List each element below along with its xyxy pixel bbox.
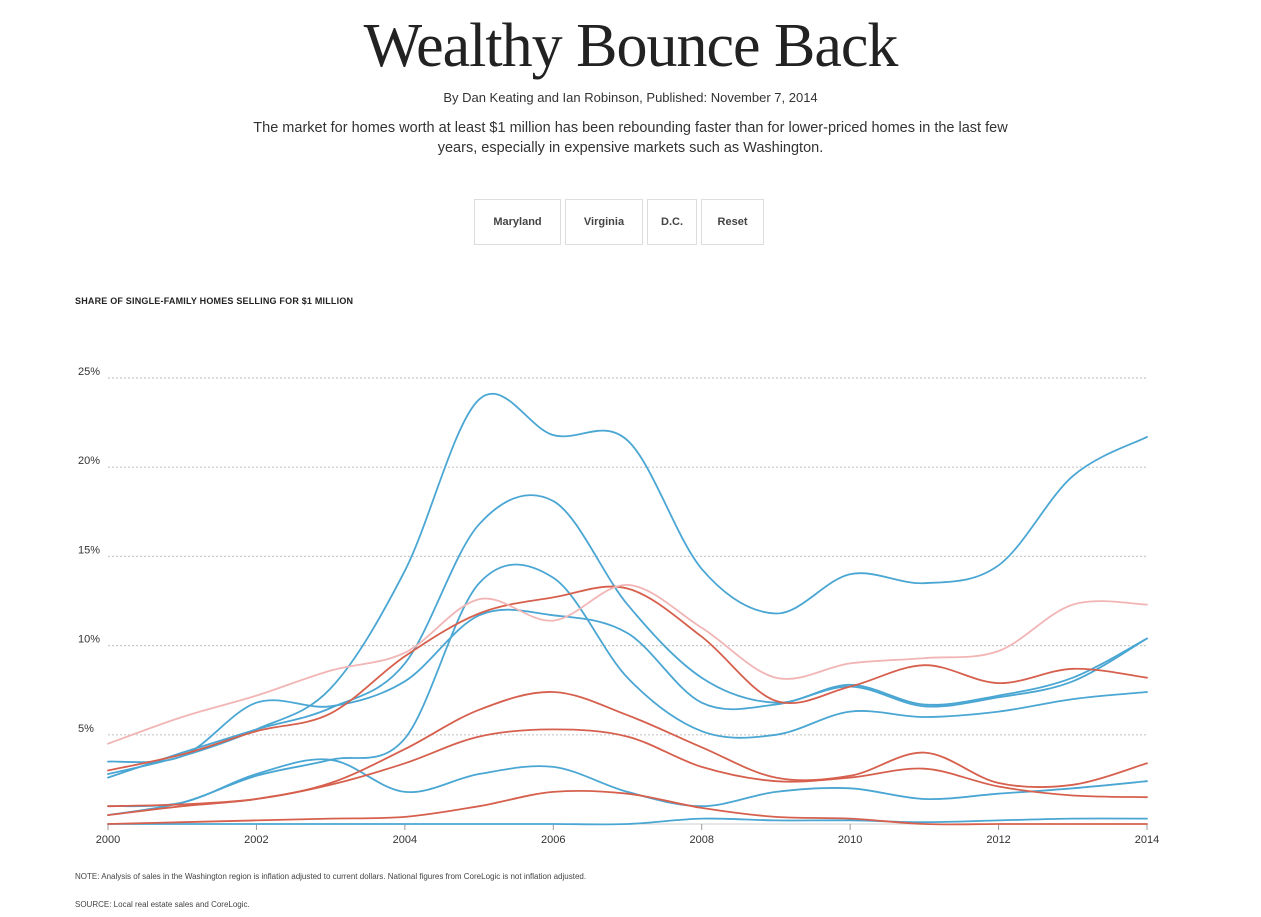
series-line-blue-3[interactable] [107,563,1148,816]
series-line-blue-6[interactable] [107,817,1148,826]
y-tick-label: 20% [78,455,100,467]
x-tick-label: 2008 [689,834,713,846]
region-filter-group: Maryland Virginia D.C. Reset [474,199,764,245]
y-tick-label: 5% [78,723,94,735]
reset-button[interactable]: Reset [701,199,764,245]
axes: 5% 10% 15% 20% 25% 2000 2002 2004 2006 2008 2010 20… [78,366,1159,846]
series-line-red-7[interactable] [107,585,1148,772]
series-line-blue-2[interactable] [107,494,1148,779]
x-tick-label: 2010 [838,834,862,846]
byline: By Dan Keating and Ian Robinson, Publish… [443,90,818,105]
filter-button-virginia[interactable]: Virginia [565,199,643,245]
x-tick-label: 2012 [986,834,1010,846]
series-line-blue-1[interactable] [107,392,1148,775]
series-line-pink-11[interactable] [107,583,1148,745]
series-line-blue-5[interactable] [107,758,1148,808]
line-chart: 5% 10% 15% 20% 25% 2000 2002 2004 2006 2008 2010 20… [78,366,1159,846]
y-tick-label: 25% [78,366,100,378]
x-tick-label: 2000 [96,834,120,846]
subtitle-description: The market for homes worth at least $1 m… [253,120,1008,156]
chart-source: SOURCE: Local real estate sales and Core… [75,900,250,909]
series-line-red-8[interactable] [107,691,1148,816]
series-line-blue-4[interactable] [107,608,1148,764]
chart-note: NOTE: Analysis of sales in the Washingto… [75,872,587,881]
y-tick-label: 10% [78,634,100,646]
page-title: Wealthy Bounce Back [363,12,899,80]
x-tick-label: 2014 [1135,834,1159,846]
filter-button-maryland[interactable]: Maryland [474,199,561,245]
x-tick-label: 2002 [244,834,268,846]
series-line-red-10[interactable] [107,789,1148,826]
x-tick-label: 2006 [541,834,565,846]
y-tick-label: 15% [78,544,100,556]
x-tick-label: 2004 [393,834,417,846]
filter-button-dc[interactable]: D.C. [647,199,697,245]
series-lines [107,392,1148,826]
gridlines [108,377,1147,825]
chart-title: SHARE OF SINGLE-FAMILY HOMES SELLING FOR… [75,296,354,306]
series-line-red-9[interactable] [107,728,1148,808]
